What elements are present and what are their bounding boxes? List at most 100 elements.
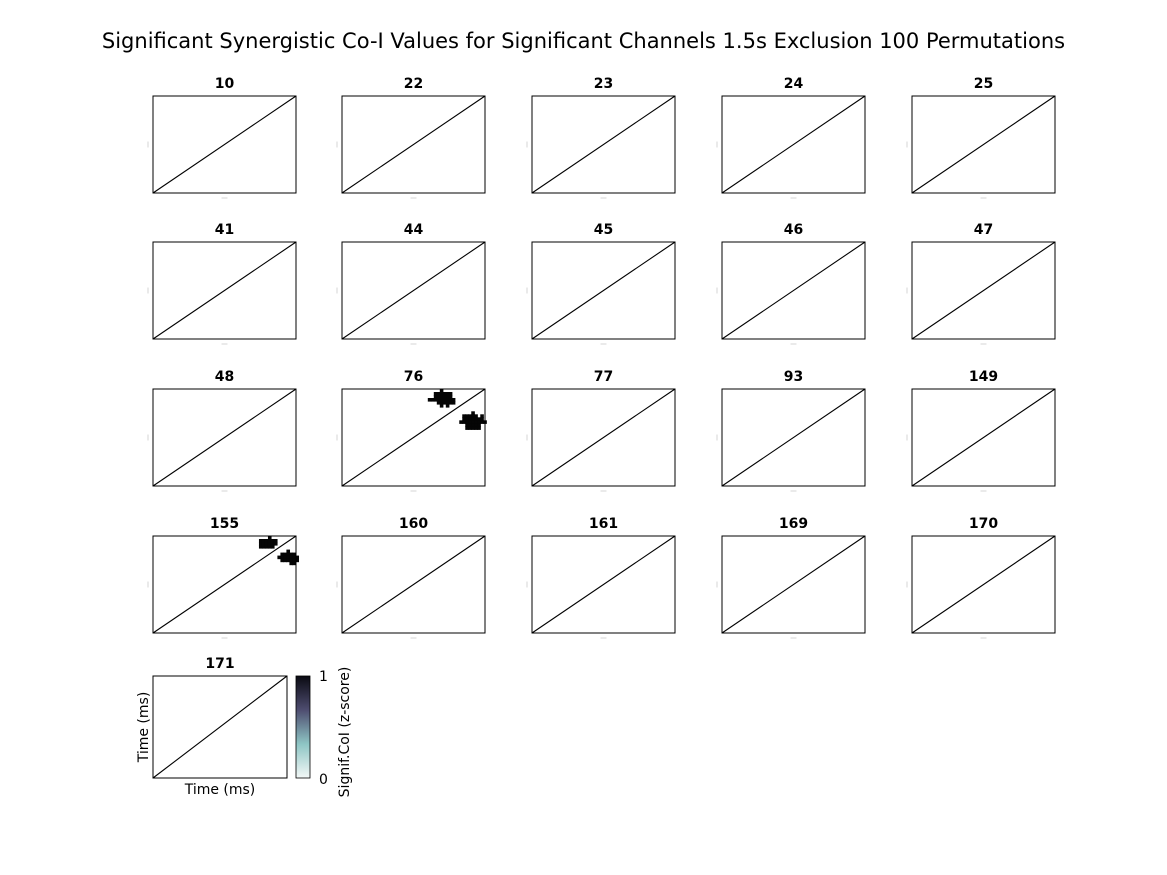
panel-title: 77 [594,369,613,385]
significant-cell [474,423,478,427]
panel-frame [531,241,676,340]
significant-cell [283,555,288,560]
significant-cell [433,398,438,402]
panel-77: 77 [526,369,676,492]
significant-cell [445,395,450,399]
significant-cell [283,552,288,557]
significant-cell [462,420,466,424]
colorbar: 1 0 Signif.CoI (z-score) [295,667,353,797]
colorbar-tick-label: 0 [319,772,328,788]
significant-cell [286,549,291,554]
panel-frame [152,388,297,487]
panel-title: 48 [215,369,234,385]
diagonal-line [721,241,866,340]
significant-cell [436,392,441,396]
significant-cell [258,539,263,543]
panel-title: 155 [210,516,239,532]
significant-cell [289,555,294,560]
significant-cell [264,545,269,549]
significant-cell [439,404,444,408]
panel-161: 161 [526,516,676,639]
significant-cell [270,542,275,546]
significant-cell [436,401,441,405]
diagonal-line [911,388,1056,487]
significant-cell [468,426,472,430]
significant-cell [270,539,275,543]
significant-cell [459,420,463,424]
significant-cell [448,392,453,396]
significant-cell [439,401,444,405]
diagonal-line [531,535,676,634]
diagonal-line [152,675,288,779]
significant-cell [471,411,475,415]
significant-cell [283,558,288,563]
significant-cell [445,404,450,408]
significant-cell [465,426,469,430]
significant-cell [286,558,291,563]
diagonal-line [341,95,486,194]
significant-cell [480,414,484,418]
significant-cell [480,420,484,424]
significant-cell [273,542,278,546]
significant-cell [442,392,447,396]
significant-cell [439,392,444,396]
significant-cell [465,420,469,424]
significant-cell [430,398,435,402]
significant-cell [480,417,484,421]
diagonal-line [721,388,866,487]
panel-23: 23 [526,76,676,199]
panel-title: 45 [594,222,613,238]
panel-frame [911,535,1056,634]
significant-cell [477,423,481,427]
significant-cell [451,398,456,402]
significant-cell [258,545,263,549]
panel-frame [152,675,288,779]
panel-title: 25 [974,76,993,92]
panel-24: 24 [716,76,866,199]
y-axis-label: Time (ms) [136,692,152,764]
diagonal-line [152,388,297,487]
significant-cell [477,417,481,421]
significant-cell [270,545,275,549]
diagonal-line [341,241,486,340]
colorbar-tick-label: 1 [319,669,328,685]
panel-title: 23 [594,76,613,92]
panel-170: 170 [906,516,1056,639]
significant-cell [477,420,481,424]
panel-frame [152,535,297,634]
diagonal-line [531,241,676,340]
panel-title: 76 [404,369,423,385]
significant-cell [442,395,447,399]
panel-title: 24 [784,76,804,92]
significant-cell [280,552,285,557]
significant-cell [468,417,472,421]
panel-frame [341,388,486,487]
significant-cell [468,414,472,418]
diagonal-line [721,95,866,194]
panel-155: 155 [147,516,300,639]
significant-cell [474,414,478,418]
panel-76: 76 [336,369,487,492]
significant-cell [465,414,469,418]
significant-cell [462,417,466,421]
panel-title: 22 [404,76,423,92]
figure-title: Significant Synergistic Co-I Values for … [101,29,1066,53]
significant-cell [267,545,272,549]
panel-title: 44 [404,222,424,238]
significant-cell [295,558,300,563]
significant-cell [474,426,478,430]
panel-frame [531,388,676,487]
significant-cell [471,423,475,427]
diagonal-line [911,241,1056,340]
panel-title: 160 [399,516,428,532]
significant-cell [468,420,472,424]
panel-45: 45 [526,222,676,345]
significant-cell [465,417,469,421]
colorbar-gradient [295,675,311,779]
panel-46: 46 [716,222,866,345]
significant-cell [261,539,266,543]
significant-cell [264,539,269,543]
significant-cell [286,555,291,560]
significant-cell [267,536,272,540]
significant-cell [292,555,297,560]
